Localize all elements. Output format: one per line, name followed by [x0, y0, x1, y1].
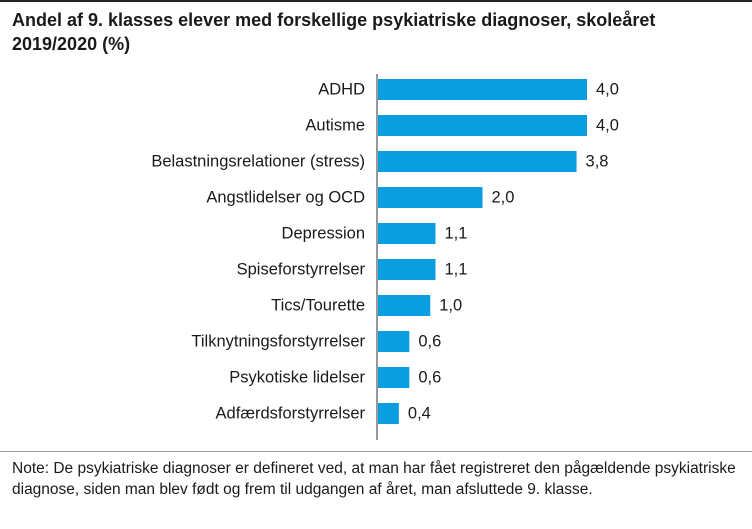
bar-depression	[378, 223, 436, 244]
category-label-depression: Depression	[282, 225, 365, 243]
bar-autisme	[378, 115, 587, 136]
bar-adhd	[378, 79, 587, 100]
bar-chart: ADHD 4,0 Autisme 4,0 Belastningsrelationer (…	[151, 74, 619, 440]
bar-psykotiske-lidelser	[378, 367, 410, 388]
category-label-tilknytningsforstyrrelser: Tilknytningsforstyrrelser	[191, 333, 365, 351]
bar-tics-tourette	[378, 295, 431, 316]
value-label-angstlidelser-og-ocd: 2,0	[492, 189, 515, 207]
value-label-adhd: 4,0	[596, 81, 619, 99]
category-label-belastningsrelationer-stress: Belastningsrelationer (stress)	[151, 153, 365, 171]
chart-note: Note: De psykiatriske diagnoser er defin…	[12, 460, 736, 498]
value-label-tilknytningsforstyrrelser: 0,6	[418, 333, 441, 351]
bar-spiseforstyrrelser	[378, 259, 436, 280]
value-label-adfærdsforstyrrelser: 0,4	[408, 405, 431, 423]
category-label-psykotiske-lidelser: Psykotiske lidelser	[229, 369, 365, 387]
bar-tilknytningsforstyrrelser	[378, 331, 410, 352]
value-label-belastningsrelationer-stress: 3,8	[586, 153, 609, 171]
value-label-psykotiske-lidelser: 0,6	[418, 369, 441, 387]
bar-angstlidelser-og-ocd	[378, 187, 483, 208]
category-label-spiseforstyrrelser: Spiseforstyrrelser	[237, 261, 366, 279]
category-label-adfærdsforstyrrelser: Adfærdsforstyrrelser	[216, 405, 366, 423]
value-label-autisme: 4,0	[596, 117, 619, 135]
value-label-depression: 1,1	[444, 225, 467, 243]
category-label-adhd: ADHD	[318, 81, 365, 99]
category-label-angstlidelser-og-ocd: Angstlidelser og OCD	[206, 189, 365, 207]
bars-layer: ADHD 4,0 Autisme 4,0 Belastningsrelationer (…	[151, 79, 619, 424]
category-label-autisme: Autisme	[305, 117, 365, 135]
note-divider	[0, 451, 752, 452]
top-rule	[0, 0, 752, 2]
value-label-tics-tourette: 1,0	[439, 297, 462, 315]
value-label-spiseforstyrrelser: 1,1	[444, 261, 467, 279]
chart-title: Andel af 9. klasses elever med forskelli…	[12, 10, 656, 54]
bar-adfærdsforstyrrelser	[378, 403, 399, 424]
bar-belastningsrelationer-stress	[378, 151, 577, 172]
category-label-tics-tourette: Tics/Tourette	[271, 297, 365, 315]
